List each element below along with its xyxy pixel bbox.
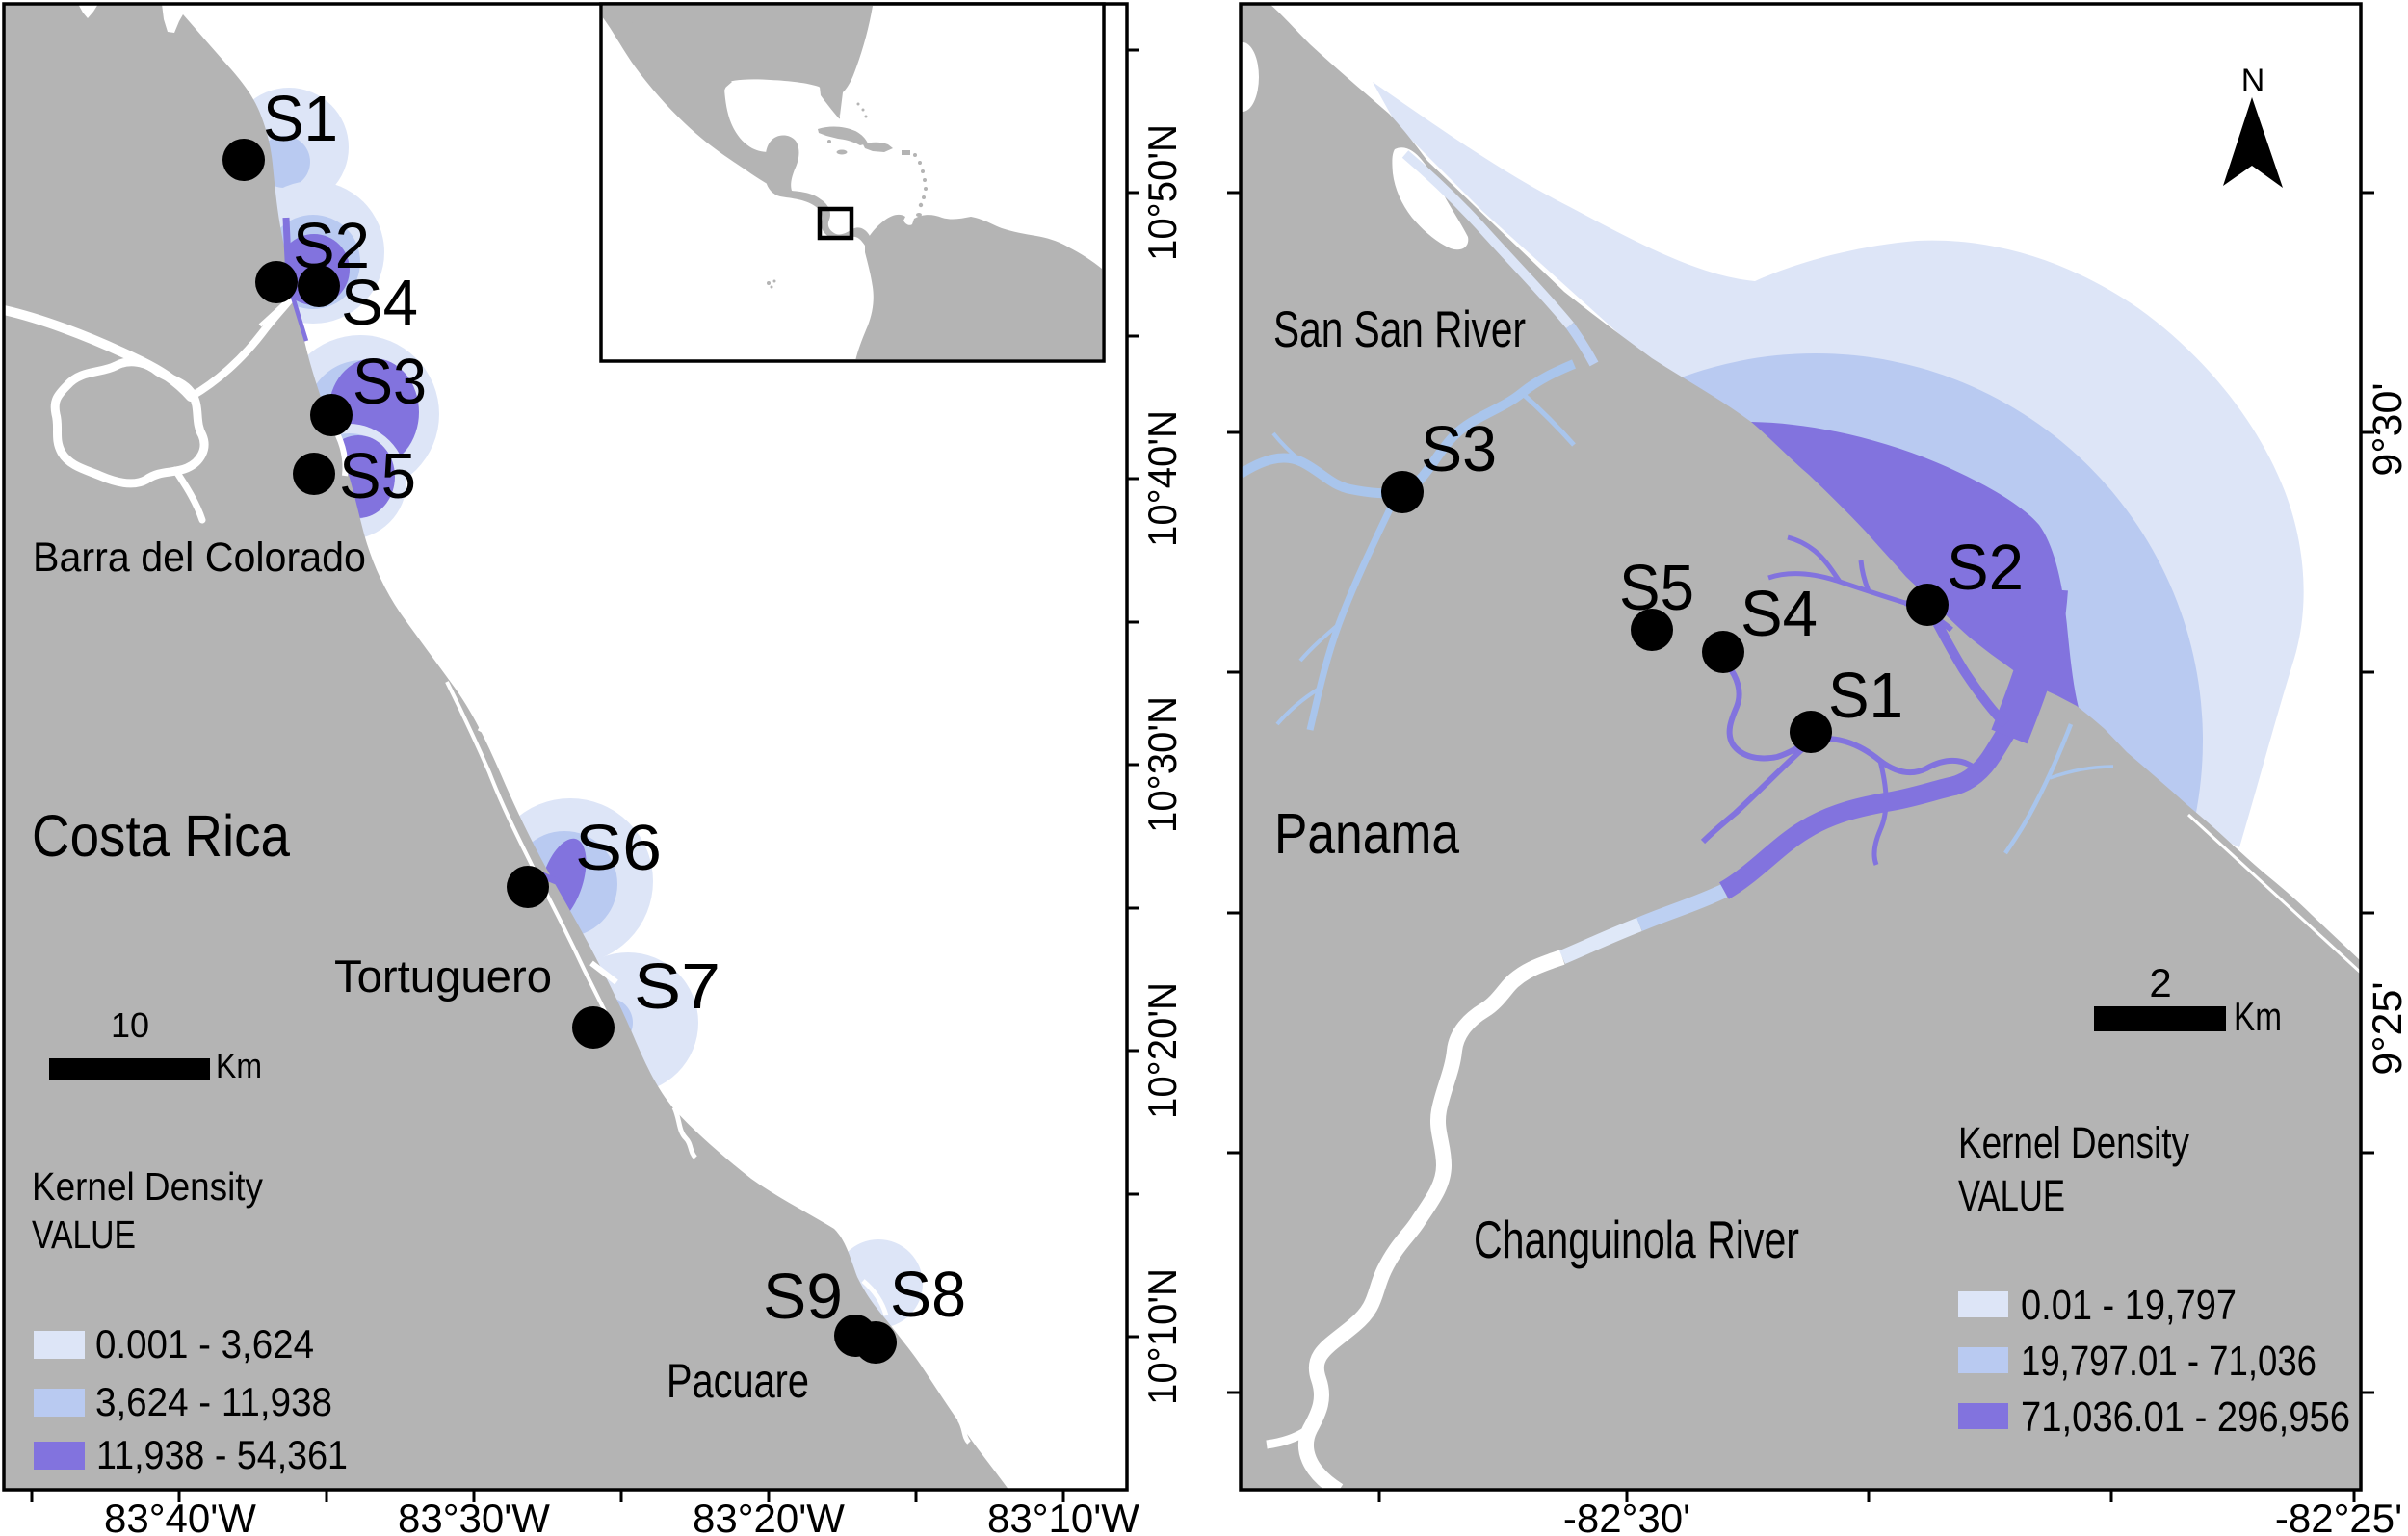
svg-text:83°20'W: 83°20'W xyxy=(693,1496,845,1536)
svg-text:9°30': 9°30' xyxy=(2365,382,2408,476)
svg-text:Km: Km xyxy=(216,1046,262,1085)
svg-text:2: 2 xyxy=(2149,960,2171,1005)
svg-text:San San River: San San River xyxy=(1273,301,1526,358)
svg-text:S3: S3 xyxy=(1421,413,1497,485)
svg-text:S5: S5 xyxy=(1619,552,1694,624)
svg-text:10°30'N: 10°30'N xyxy=(1139,696,1185,833)
svg-text:S9: S9 xyxy=(763,1261,843,1333)
svg-text:9°25': 9°25' xyxy=(2365,981,2408,1075)
svg-text:Changuinola River: Changuinola River xyxy=(1474,1210,1799,1269)
svg-text:10°40'N: 10°40'N xyxy=(1139,410,1185,547)
svg-text:11,938 - 54,361: 11,938 - 54,361 xyxy=(96,1432,348,1477)
svg-text:-82°25': -82°25' xyxy=(2275,1496,2402,1536)
svg-text:Panama: Panama xyxy=(1274,802,1459,866)
svg-text:10°20'N: 10°20'N xyxy=(1139,982,1185,1119)
svg-text:S3: S3 xyxy=(353,346,427,418)
svg-text:Kernel Density: Kernel Density xyxy=(1958,1118,2189,1167)
svg-text:83°30'W: 83°30'W xyxy=(398,1496,550,1536)
svg-text:0.01 - 19,797: 0.01 - 19,797 xyxy=(2021,1282,2237,1329)
svg-text:3,624 - 11,938: 3,624 - 11,938 xyxy=(95,1379,332,1424)
svg-text:10°10'N: 10°10'N xyxy=(1139,1268,1185,1405)
svg-text:S2: S2 xyxy=(1947,532,2024,604)
svg-text:10: 10 xyxy=(111,1005,149,1045)
svg-text:83°40'W: 83°40'W xyxy=(104,1496,256,1536)
svg-text:83°10'W: 83°10'W xyxy=(987,1496,1139,1536)
svg-text:S4: S4 xyxy=(1741,578,1818,650)
svg-text:Km: Km xyxy=(2234,994,2282,1039)
svg-text:Tortuguero: Tortuguero xyxy=(334,950,552,1002)
svg-text:10°50'N: 10°50'N xyxy=(1139,124,1185,261)
svg-text:-82°30': -82°30' xyxy=(1563,1496,1690,1536)
svg-text:Pacuare: Pacuare xyxy=(667,1354,809,1408)
svg-text:S1: S1 xyxy=(1828,660,1903,732)
svg-text:19,797.01 - 71,036: 19,797.01 - 71,036 xyxy=(2021,1338,2316,1385)
svg-text:Kernel Density: Kernel Density xyxy=(32,1164,263,1209)
svg-text:S2: S2 xyxy=(293,210,370,282)
svg-text:VALUE: VALUE xyxy=(1958,1171,2065,1220)
svg-text:S5: S5 xyxy=(339,440,416,512)
svg-text:Costa Rica: Costa Rica xyxy=(32,803,290,869)
svg-text:Barra del Colorado: Barra del Colorado xyxy=(33,534,366,581)
svg-text:VALUE: VALUE xyxy=(32,1212,136,1257)
svg-text:S7: S7 xyxy=(634,950,720,1023)
svg-text:S6: S6 xyxy=(575,812,662,884)
svg-text:N: N xyxy=(2241,63,2265,99)
svg-text:0.001 - 3,624: 0.001 - 3,624 xyxy=(95,1321,314,1367)
svg-text:S8: S8 xyxy=(890,1259,966,1331)
svg-text:71,036.01 - 296,956: 71,036.01 - 296,956 xyxy=(2021,1393,2350,1441)
svg-text:S4: S4 xyxy=(341,267,418,339)
svg-text:S1: S1 xyxy=(263,83,338,155)
